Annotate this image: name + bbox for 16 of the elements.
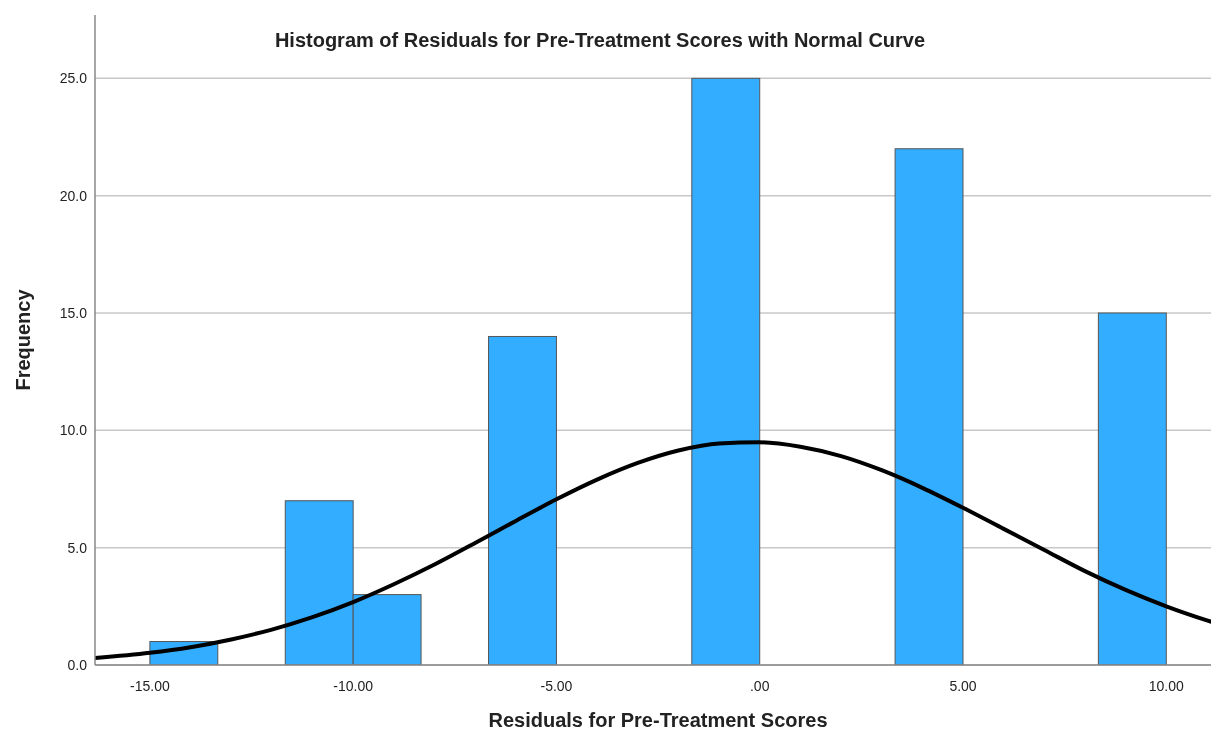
line-series <box>95 440 1211 660</box>
x-axis-title: Residuals for Pre-Treatment Scores <box>488 709 828 731</box>
y-tick-label: 15.0 <box>59 304 88 321</box>
y-tick-label: 20.0 <box>59 187 88 204</box>
y-tick-label: 25.0 <box>59 70 88 87</box>
x-tick-label: 5.00 <box>949 678 977 694</box>
y-tick-label: 0.0 <box>67 656 88 673</box>
y-axis-title: Frequency <box>12 288 34 391</box>
x-tick-label: .00 <box>749 678 770 694</box>
x-tick-label: -5.00 <box>540 678 573 694</box>
text: Histogram of Residuals for Pre-Treatment Scores with Normal Curve <box>274 29 926 51</box>
x-tick-label: -10.00 <box>333 678 374 694</box>
y-tick-label: 10.0 <box>59 422 88 439</box>
x-tick-label: -15.00 <box>130 678 170 694</box>
y-tick-label: 5.0 <box>67 539 88 556</box>
x-tick-label: 10.00 <box>1148 678 1184 694</box>
